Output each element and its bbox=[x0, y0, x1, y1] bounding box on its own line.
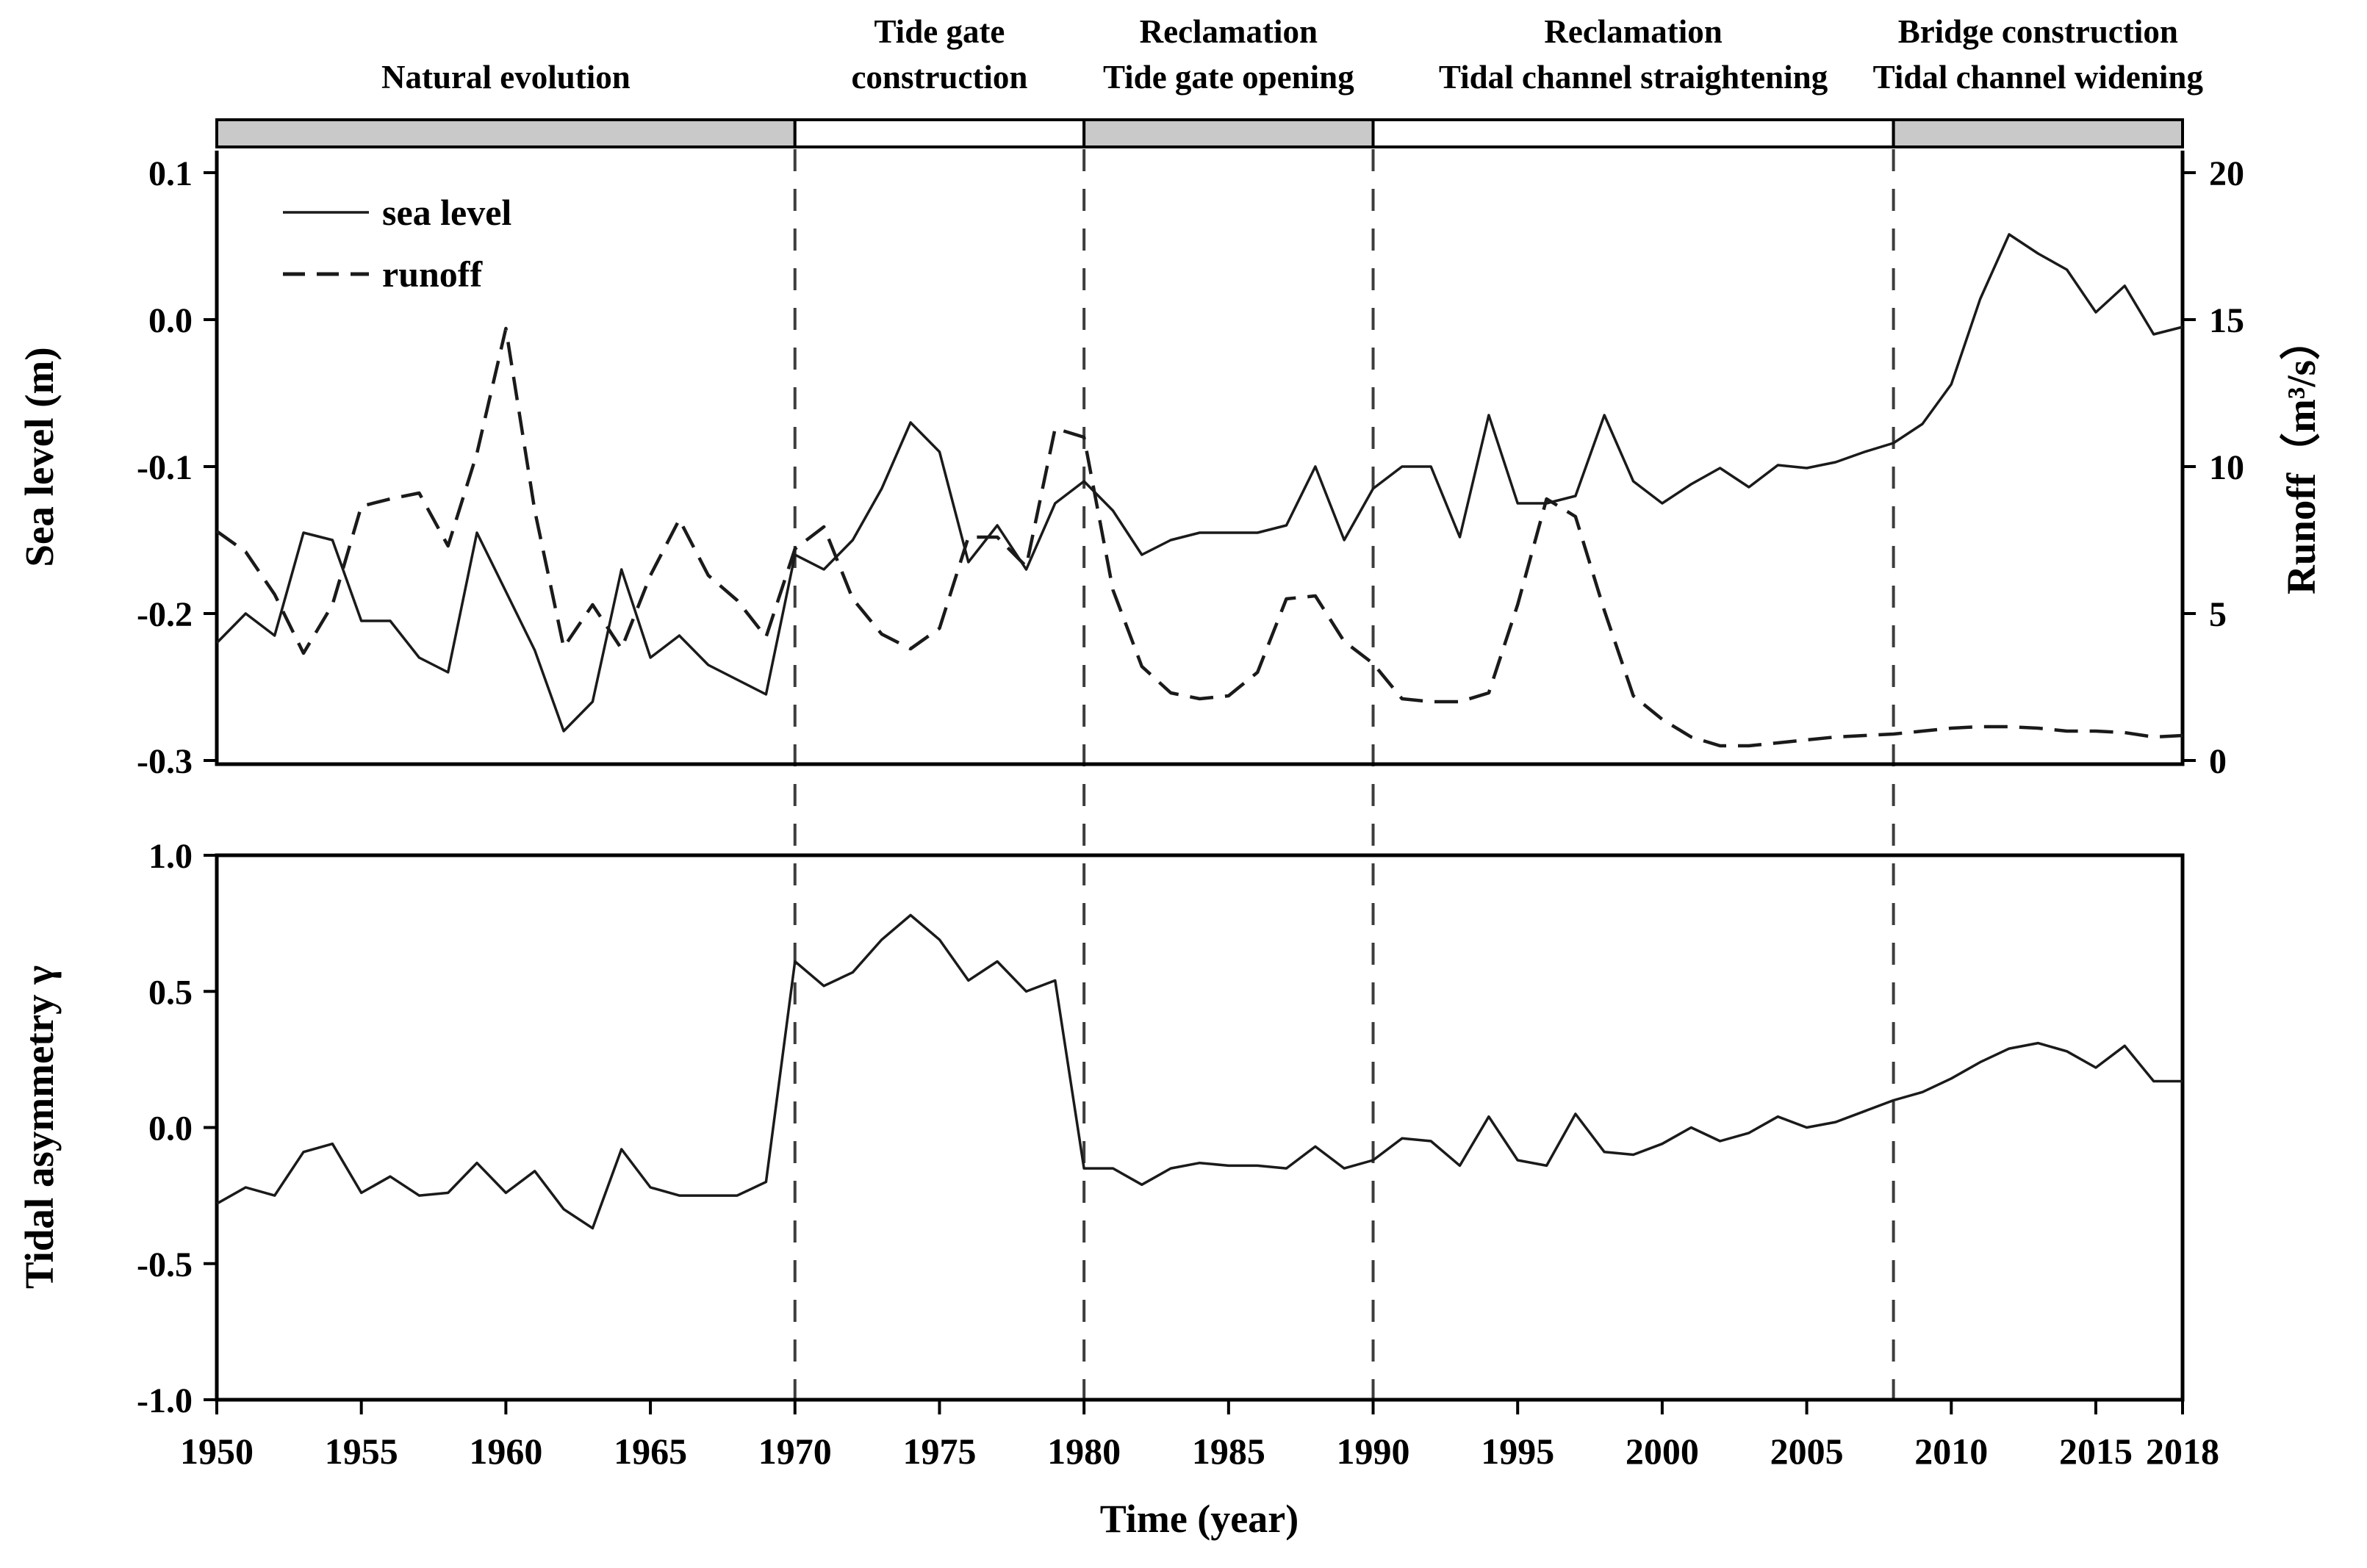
year-tick-label: 2015 bbox=[2059, 1431, 2133, 1472]
runoff-tick-label: 5 bbox=[2209, 595, 2227, 634]
tidal-asymmetry-axis-title: Tidal asymmetry γ bbox=[17, 965, 62, 1289]
gamma-tick-label: -0.5 bbox=[137, 1245, 193, 1284]
period-label: Bridge construction bbox=[1898, 13, 2178, 50]
period-label: construction bbox=[851, 59, 1027, 96]
gamma-tick-label: 0.5 bbox=[148, 973, 193, 1012]
year-tick-label: 1970 bbox=[758, 1431, 832, 1472]
gamma-tick-label: -1.0 bbox=[137, 1381, 193, 1420]
gamma-tick-label: 1.0 bbox=[148, 837, 193, 876]
year-tick-label: 1980 bbox=[1047, 1431, 1121, 1472]
year-tick-label: 1955 bbox=[325, 1431, 398, 1472]
period-label: Tidal channel widening bbox=[1873, 59, 2204, 96]
sea-level-tick-label: -0.2 bbox=[137, 595, 193, 634]
year-tick-label: 2010 bbox=[1914, 1431, 1988, 1472]
bottom-panel: 1.0 0.5 0.0 -0.5 -1.0 Tidal asymmetry γ bbox=[17, 837, 2185, 1420]
period-segment bbox=[1082, 118, 1375, 148]
legend-runoff-label: runoff bbox=[382, 253, 483, 295]
runoff-tick-label: 10 bbox=[2209, 448, 2244, 487]
year-tick-label: 1975 bbox=[902, 1431, 976, 1472]
period-label: Reclamation bbox=[1544, 13, 1722, 50]
period-segment bbox=[793, 118, 1086, 148]
sea-level-tick-label: 0.0 bbox=[148, 301, 193, 340]
period-bar bbox=[215, 118, 2185, 148]
runoff-tick-label: 0 bbox=[2209, 742, 2227, 781]
year-tick-label: 1960 bbox=[469, 1431, 542, 1472]
bottom-panel-series bbox=[216, 913, 2183, 1230]
legend-sea-level-label: sea level bbox=[382, 192, 511, 233]
runoff-axis-title: Runoff（m³/s） bbox=[2279, 320, 2324, 594]
top-panel-ticks: 0.1 0.0 -0.1 -0.2 -0.3 20 15 10 5 0 bbox=[137, 154, 2244, 781]
top-panel-frame bbox=[215, 151, 2185, 766]
x-axis: 1950 1955 1960 1965 1970 1975 1980 1985 1990 1995… bbox=[180, 1400, 2219, 1541]
year-tick-label: 1985 bbox=[1192, 1431, 1265, 1472]
year-tick-label: 2005 bbox=[1770, 1431, 1844, 1472]
period-label: Tide gate opening bbox=[1103, 59, 1354, 96]
sea-level-line bbox=[215, 233, 2183, 733]
period-segment bbox=[1892, 118, 2185, 148]
period-label: Natural evolution bbox=[381, 59, 631, 96]
period-segment bbox=[215, 118, 797, 148]
period-labels: Natural evolution Tide gate construction Re… bbox=[381, 13, 2203, 96]
runoff-line bbox=[215, 326, 2183, 748]
runoff-tick-label: 20 bbox=[2209, 154, 2244, 193]
year-tick-label: 1990 bbox=[1337, 1431, 1410, 1472]
x-axis-title: Time (year) bbox=[1100, 1497, 1299, 1541]
year-tick-label: 1950 bbox=[180, 1431, 254, 1472]
runoff-tick-label: 15 bbox=[2209, 301, 2244, 340]
year-tick-label: 2018 bbox=[2146, 1431, 2219, 1472]
top-panel-series bbox=[215, 233, 2183, 748]
tidal-asymmetry-line bbox=[216, 913, 2183, 1230]
sea-level-tick-label: 0.1 bbox=[148, 154, 193, 193]
sea-level-axis-title: Sea level (m) bbox=[17, 347, 62, 567]
bottom-panel-ticks: 1.0 0.5 0.0 -0.5 -1.0 bbox=[137, 837, 217, 1420]
period-segment bbox=[1371, 118, 1895, 148]
legend: sea level runoff bbox=[283, 192, 511, 295]
sea-level-tick-label: -0.1 bbox=[137, 448, 193, 487]
bottom-panel-frame bbox=[215, 853, 2185, 1402]
year-tick-label: 1965 bbox=[614, 1431, 687, 1472]
period-label: Tide gate bbox=[874, 13, 1005, 50]
year-tick-label: 1995 bbox=[1481, 1431, 1554, 1472]
period-label: Tidal channel straightening bbox=[1439, 59, 1828, 96]
top-panel: 0.1 0.0 -0.1 -0.2 -0.3 20 15 10 5 0 sea level run… bbox=[17, 151, 2324, 781]
year-tick-label: 2000 bbox=[1626, 1431, 1699, 1472]
gamma-tick-label: 0.0 bbox=[148, 1110, 193, 1148]
x-axis-ticks: 1950 1955 1960 1965 1970 1975 1980 1985 1990 1995… bbox=[180, 1400, 2219, 1472]
guide-lines bbox=[793, 149, 1895, 1400]
period-label: Reclamation bbox=[1140, 13, 1318, 50]
sea-level-tick-label: -0.3 bbox=[137, 742, 193, 781]
